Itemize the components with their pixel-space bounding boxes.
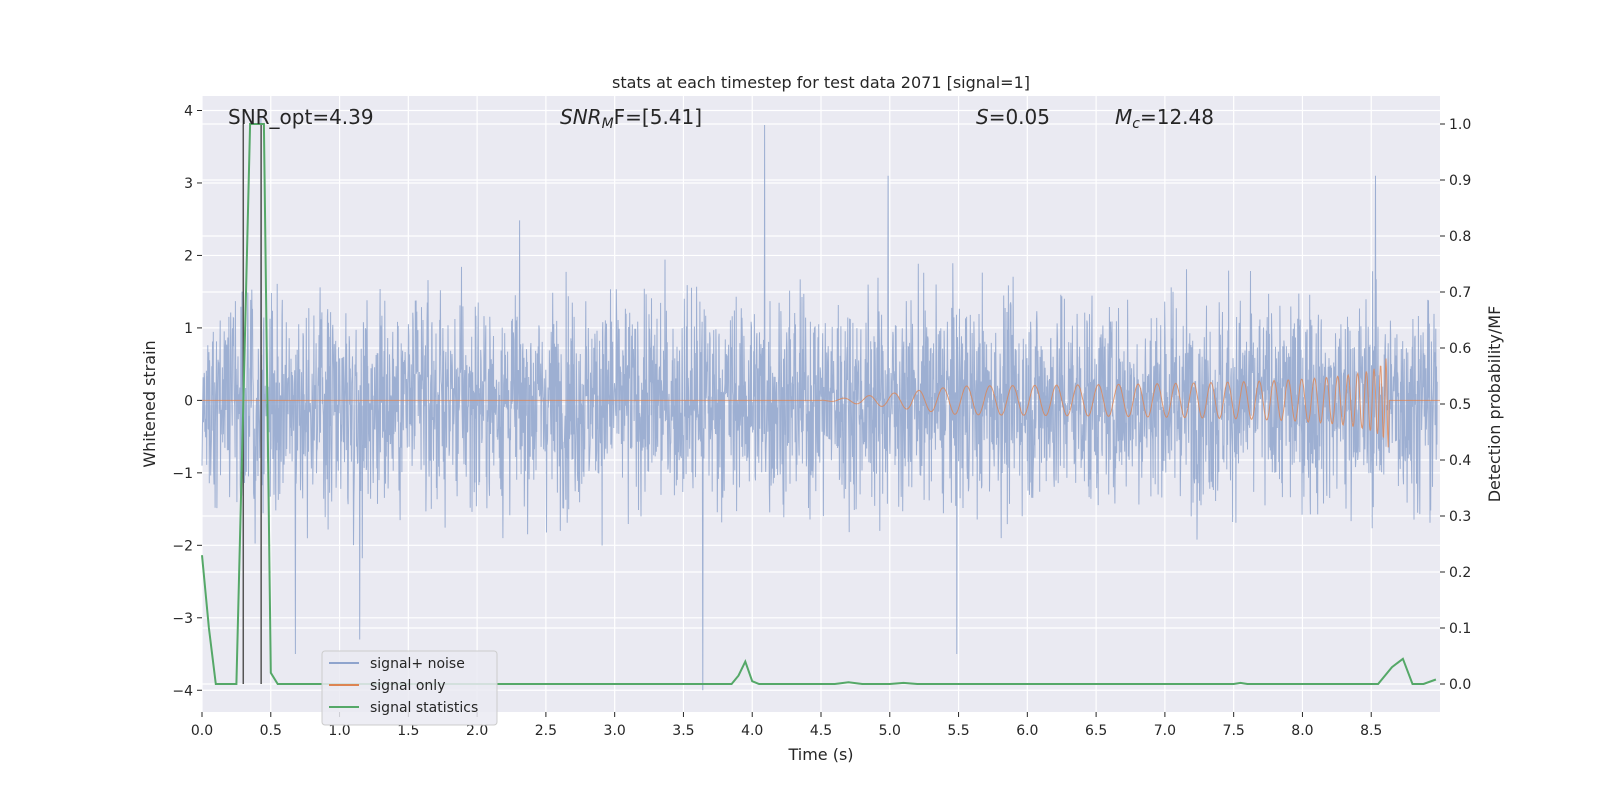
legend-box	[321, 650, 498, 726]
y-left-tick-label: −4	[172, 683, 193, 699]
x-axis-label: Time (s)	[787, 745, 853, 764]
x-tick-label: 1.0	[328, 723, 350, 739]
legend-label-signal: signal only	[370, 678, 445, 694]
y-right-tick-label: 0.0	[1449, 677, 1471, 693]
y-right-tick-label: 0.8	[1449, 229, 1471, 245]
x-tick-label: 3.5	[672, 723, 694, 739]
x-tick-label: 6.5	[1085, 723, 1107, 739]
signal-only-series	[202, 358, 1440, 448]
legend: signal+ noise signal only signal statist…	[321, 650, 498, 726]
y-left-tick-label: −1	[172, 466, 193, 482]
chart-title: stats at each timestep for test data 207…	[612, 73, 1030, 92]
series-line-signal-statistics	[201, 123, 1437, 685]
x-tick-label: 5.5	[947, 723, 969, 739]
legend-label-stats: signal statistics	[370, 700, 478, 716]
x-tick-label: 2.0	[466, 723, 488, 739]
x-axis-ticks: 0.0 0.5 1.0 1.5 2.0 2.5 3.0 3.5 4.0 4.5 5.0 5.5 6.0 6…	[191, 712, 1382, 739]
x-tick-label: 1.5	[397, 723, 419, 739]
x-tick-label: 3.0	[604, 723, 626, 739]
y-right-tick-label: 0.4	[1449, 453, 1471, 469]
annotation-mc: Mc=12.48	[1115, 105, 1214, 132]
y-axis-left-label: Whitened strain	[140, 340, 159, 467]
x-tick-label: 6.0	[1016, 723, 1038, 739]
x-tick-label: 7.0	[1154, 723, 1176, 739]
y-left-tick-label: 2	[184, 248, 193, 264]
x-tick-label: 2.5	[535, 723, 557, 739]
y-right-tick-label: 0.9	[1449, 173, 1471, 189]
y-right-tick-label: 0.2	[1449, 565, 1471, 581]
y-right-tick-label: 0.7	[1449, 285, 1471, 301]
x-tick-label: 8.0	[1291, 723, 1313, 739]
annotation-s: S=0.05	[976, 105, 1050, 129]
y-left-tick-label: −3	[172, 611, 193, 627]
annotation-snr-mf: SNRMF=[5.41]	[560, 105, 702, 132]
grid	[201, 96, 1440, 712]
y-left-tick-label: −2	[172, 538, 193, 554]
y-right-tick-label: 0.5	[1449, 397, 1471, 413]
y-left-tick-label: 4	[184, 103, 193, 119]
x-tick-label: 7.5	[1223, 723, 1245, 739]
series-line-signal-only	[202, 358, 1440, 448]
annotation-snr-opt: SNR_opt=4.39	[228, 105, 374, 129]
x-tick-label: 4.5	[810, 723, 832, 739]
x-tick-label: 4.0	[741, 723, 763, 739]
x-tick-label: 5.0	[879, 723, 901, 739]
y-left-tick-label: 1	[184, 321, 193, 337]
x-tick-label: 0.5	[260, 723, 282, 739]
y-axis-left-ticks: −4 −3 −2 −1 0 1 2 3 4	[172, 103, 202, 699]
y-right-tick-label: 0.1	[1449, 621, 1471, 637]
y-left-tick-label: 0	[184, 393, 193, 409]
y-right-tick-label: 0.3	[1449, 509, 1471, 525]
legend-label-noise: signal+ noise	[370, 656, 465, 672]
y-right-tick-label: 1.0	[1449, 117, 1471, 133]
signal-statistics-series	[201, 123, 1437, 685]
y-left-tick-label: 3	[184, 176, 193, 192]
y-axis-right-ticks: 0.0 0.1 0.2 0.3 0.4 0.5 0.6 0.7 0.8 0.9 1.0	[1440, 117, 1471, 693]
x-tick-label: 8.5	[1360, 723, 1382, 739]
y-right-tick-label: 0.6	[1449, 341, 1471, 357]
y-axis-right-label: Detection probability/MF	[1485, 306, 1504, 503]
x-tick-label: 0.0	[191, 723, 213, 739]
